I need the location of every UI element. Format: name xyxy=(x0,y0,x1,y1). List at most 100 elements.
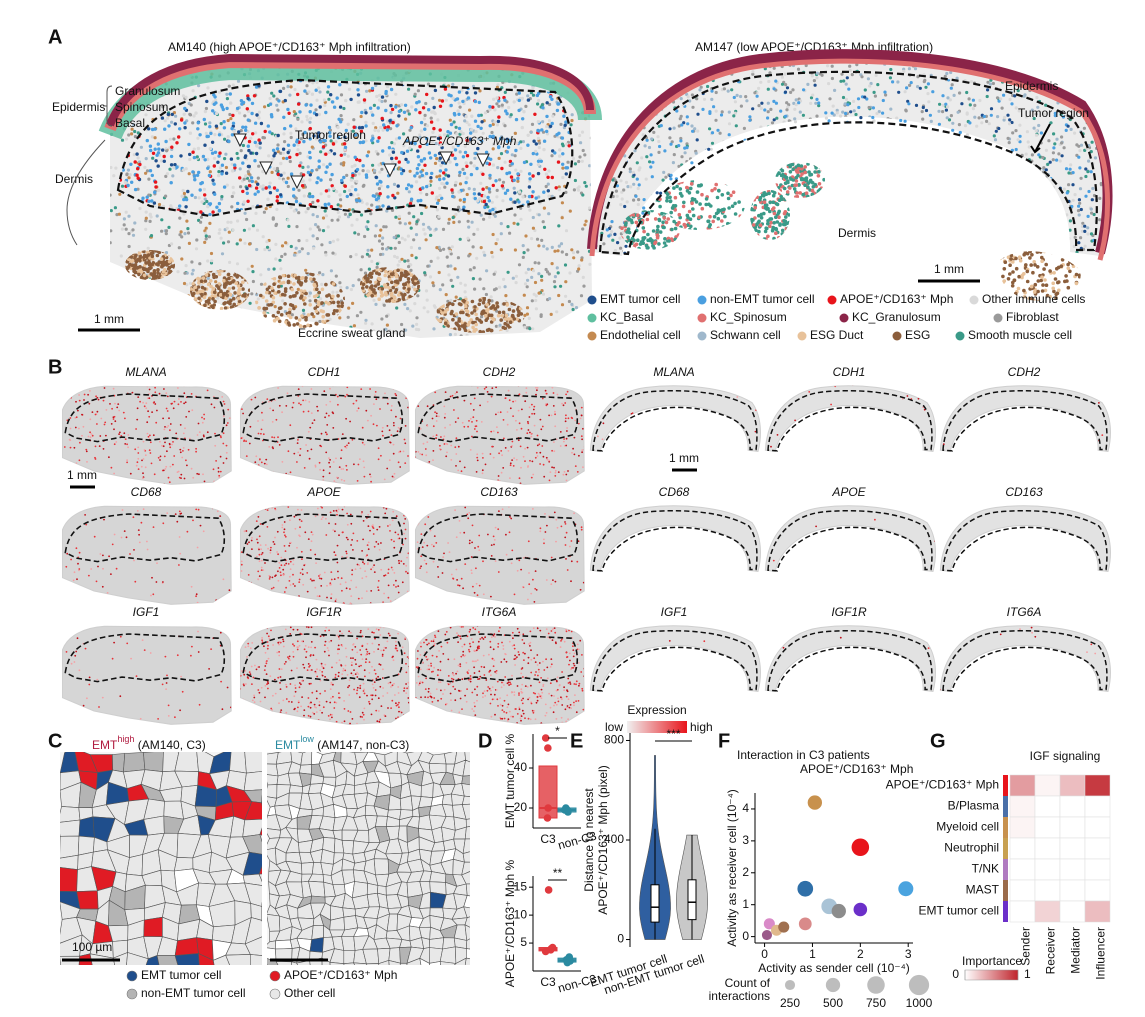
cell-dot xyxy=(1065,213,1069,217)
cell-dot xyxy=(1059,226,1063,230)
cell-dot xyxy=(369,275,374,279)
cell-dot xyxy=(399,103,404,107)
cell-dot xyxy=(320,287,325,292)
cell-dot xyxy=(1068,228,1072,232)
cell-dot xyxy=(479,126,483,130)
cell-dot xyxy=(154,159,158,163)
cell-dot xyxy=(537,261,541,265)
cell-dot xyxy=(125,276,130,280)
cell-dot xyxy=(377,239,382,243)
cell-dot xyxy=(170,145,174,149)
cell-dot xyxy=(191,121,195,125)
cell-dot xyxy=(205,321,209,325)
cell-dot xyxy=(336,300,341,305)
cell-dot xyxy=(491,304,496,308)
cell-dot xyxy=(144,157,148,161)
cell-dot xyxy=(424,101,428,106)
cell-dot xyxy=(344,98,348,103)
cell-dot xyxy=(342,106,346,111)
cell-dot xyxy=(308,156,312,160)
cell-dot xyxy=(237,291,241,296)
cell-dot xyxy=(501,310,506,315)
cell-dot xyxy=(111,265,115,269)
cell-dot xyxy=(492,272,496,276)
cell-dot xyxy=(321,319,325,324)
cell-dot xyxy=(383,125,387,130)
cell-dot xyxy=(355,314,359,318)
cell-dot xyxy=(715,161,719,165)
cell-dot xyxy=(834,140,838,144)
cell-dot xyxy=(537,244,541,248)
cell-dot xyxy=(1028,219,1032,223)
cell-dot xyxy=(463,290,467,294)
cell-dot xyxy=(125,137,129,141)
cell-dot xyxy=(741,185,746,189)
cell-dot xyxy=(178,216,182,220)
cell-dot xyxy=(522,110,526,114)
cell-dot xyxy=(241,189,245,194)
cell-dot xyxy=(546,189,550,193)
cell-dot xyxy=(310,92,315,96)
cell-dot xyxy=(513,248,518,252)
cell-dot xyxy=(257,306,262,310)
cell-dot xyxy=(918,250,922,254)
cell-dot xyxy=(590,50,593,53)
cell-dot xyxy=(469,131,473,135)
cell-dot xyxy=(720,110,724,114)
cell-dot xyxy=(416,294,420,298)
cell-dot xyxy=(432,327,436,331)
cell-dot xyxy=(895,128,899,132)
cell-dot xyxy=(563,123,567,128)
cell-dot xyxy=(130,127,134,131)
cell-dot xyxy=(220,197,224,201)
cell-dot xyxy=(709,172,714,176)
cell-dot xyxy=(631,66,635,70)
cell-dot xyxy=(813,252,817,256)
cell-dot xyxy=(466,323,471,327)
cell-dot xyxy=(610,229,614,234)
cell-dot xyxy=(157,147,161,151)
cell-dot xyxy=(913,144,917,148)
cell-dot xyxy=(547,272,551,276)
cell-dot xyxy=(298,324,303,328)
cell-dot xyxy=(279,306,283,310)
cell-dot xyxy=(286,176,290,180)
cell-dot xyxy=(1090,211,1094,215)
cell-dot xyxy=(384,327,388,331)
cell-dot xyxy=(550,175,554,180)
cell-dot xyxy=(144,219,148,223)
cell-dot xyxy=(365,202,369,206)
cell-dot xyxy=(438,169,443,173)
cell-dot xyxy=(924,85,928,89)
cell-dot xyxy=(199,220,203,224)
cell-dot xyxy=(390,141,394,145)
cell-dot xyxy=(329,205,334,209)
cell-dot xyxy=(534,307,539,311)
cell-dot xyxy=(614,189,619,193)
cell-dot xyxy=(446,130,450,134)
cell-dot xyxy=(962,212,966,216)
cell-dot xyxy=(625,75,629,79)
cell-dot xyxy=(449,103,453,108)
cell-dot xyxy=(556,249,560,253)
cell-dot xyxy=(197,332,201,336)
cell-dot xyxy=(147,266,152,271)
cell-dot xyxy=(490,299,494,303)
cell-dot xyxy=(376,139,380,143)
cell-dot xyxy=(223,327,227,331)
cell-dot xyxy=(354,253,358,257)
cell-dot xyxy=(617,91,621,95)
cell-dot xyxy=(215,111,219,116)
cell-dot xyxy=(813,146,818,150)
cell-dot xyxy=(175,165,179,169)
cell-dot xyxy=(255,228,260,232)
cell-dot xyxy=(1030,70,1034,74)
cell-dot xyxy=(245,217,249,222)
cell-dot xyxy=(822,224,826,228)
cell-dot xyxy=(736,149,740,153)
cell-dot xyxy=(388,119,392,123)
cell-dot xyxy=(211,305,215,310)
cell-dot xyxy=(119,254,123,258)
cell-dot xyxy=(374,150,378,154)
cell-dot xyxy=(505,139,510,144)
